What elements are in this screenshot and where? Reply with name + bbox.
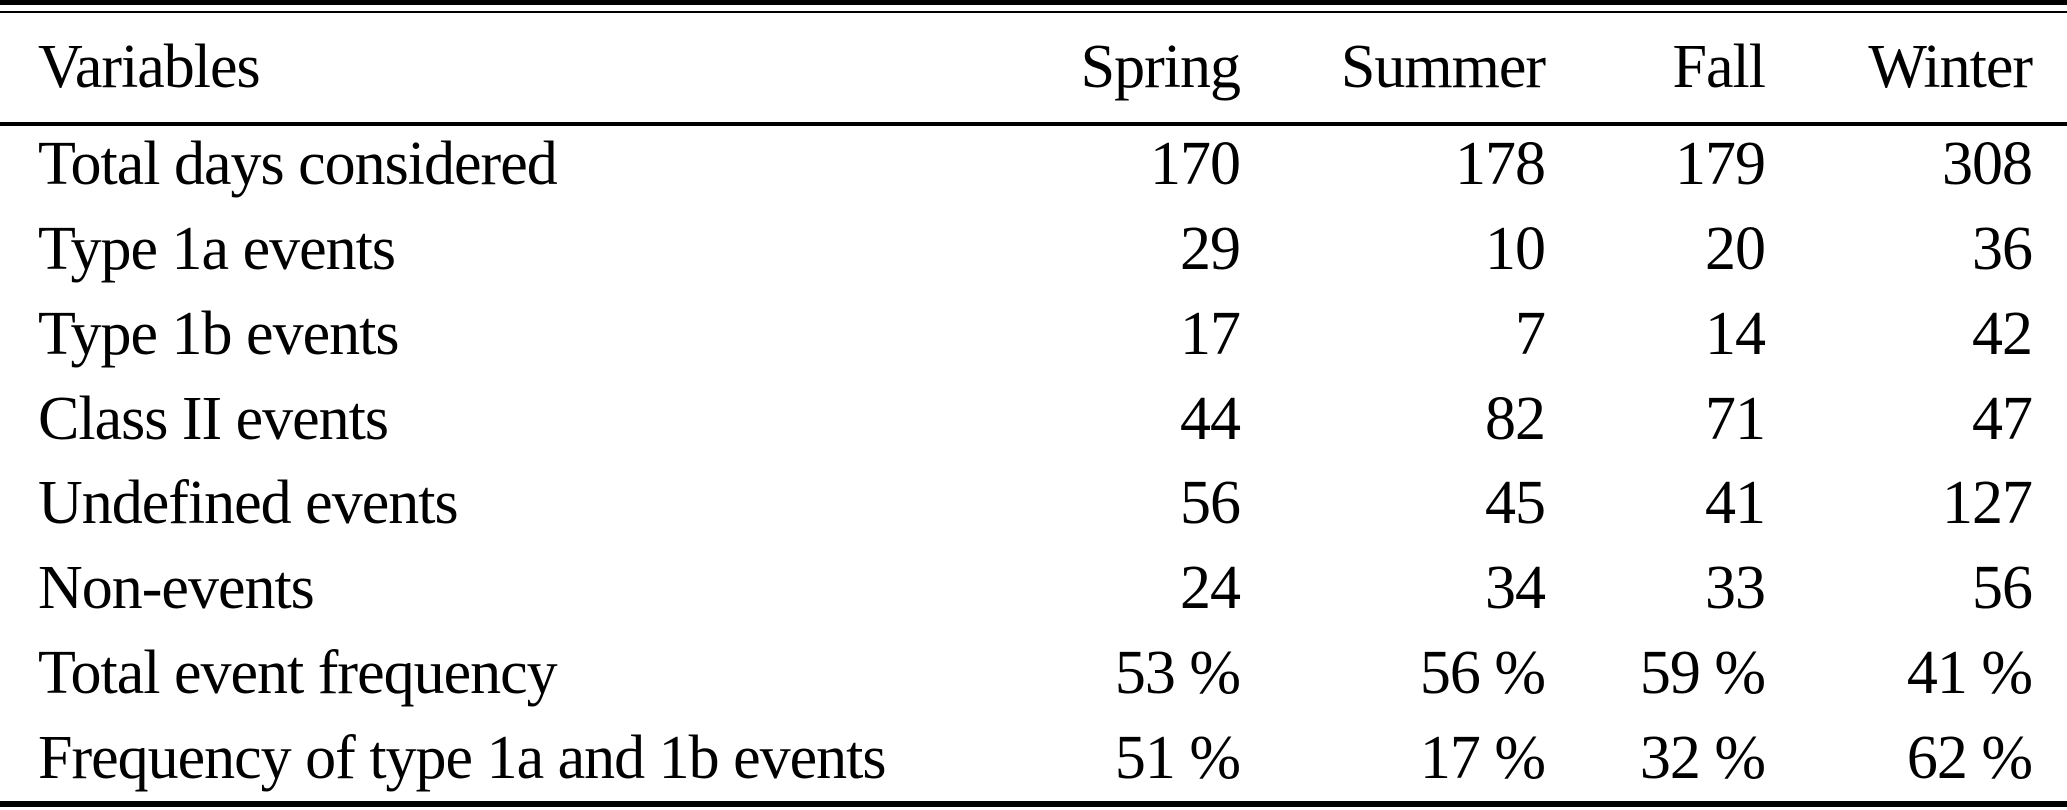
cell-value: 10 — [1485, 214, 1546, 283]
cell-value: 45 — [1485, 469, 1546, 538]
cell-value: 51 % — [1114, 724, 1241, 793]
cell-value: 34 — [1485, 554, 1546, 623]
cell-value: 127 — [1942, 469, 2033, 538]
row-label: Type 1b events — [38, 299, 399, 368]
cell-value: 170 — [1150, 129, 1241, 198]
cell-value: 33 — [1705, 554, 1766, 623]
column-header-fall: Fall — [1672, 33, 1766, 101]
table-row-type-1a: Type 1a events 29 10 20 36 — [0, 207, 2067, 292]
row-label: Type 1a events — [38, 214, 396, 283]
row-label: Non-events — [38, 554, 315, 623]
table-header-row: Variables Spring Summer Fall Winter — [0, 13, 2067, 122]
table-row-class-ii: Class II events 44 82 71 47 — [0, 377, 2067, 462]
cell-value: 178 — [1455, 129, 1546, 198]
cell-value: 42 — [1972, 299, 2033, 368]
column-header-variables: Variables — [38, 33, 261, 101]
cell-value: 56 — [1180, 469, 1241, 538]
cell-value: 41 % — [1906, 639, 2033, 708]
cell-value: 59 % — [1639, 639, 1766, 708]
table-bottom-rule — [0, 801, 2067, 807]
cell-value: 17 % — [1419, 724, 1546, 793]
cell-value: 62 % — [1906, 724, 2033, 793]
cell-value: 56 % — [1419, 639, 1546, 708]
seasonal-events-table: Variables Spring Summer Fall Winter Tota… — [0, 13, 2067, 801]
cell-value: 308 — [1942, 129, 2033, 198]
cell-value: 29 — [1180, 214, 1241, 283]
cell-value: 7 — [1515, 299, 1546, 368]
table-row-frequency-1a-1b: Frequency of type 1a and 1b events 51 % … — [0, 716, 2067, 801]
cell-value: 32 % — [1639, 724, 1766, 793]
cell-value: 44 — [1180, 384, 1241, 453]
cell-value: 14 — [1705, 299, 1766, 368]
table-row-undefined: Undefined events 56 45 41 127 — [0, 462, 2067, 547]
table-header-rule — [0, 122, 2067, 126]
cell-value: 24 — [1180, 554, 1241, 623]
row-label: Class II events — [38, 384, 389, 453]
table-row-non-events: Non-events 24 34 33 56 — [0, 546, 2067, 631]
cell-value: 36 — [1972, 214, 2033, 283]
cell-value: 71 — [1705, 384, 1766, 453]
cell-value: 41 — [1705, 469, 1766, 538]
cell-value: 82 — [1485, 384, 1546, 453]
cell-value: 179 — [1675, 129, 1766, 198]
cell-value: 20 — [1705, 214, 1766, 283]
table-row-type-1b: Type 1b events 17 7 14 42 — [0, 292, 2067, 377]
row-label: Total days considered — [38, 129, 558, 198]
row-label: Frequency of type 1a and 1b events — [38, 724, 887, 793]
row-label: Total event frequency — [38, 639, 558, 708]
cell-value: 56 — [1972, 554, 2033, 623]
column-header-spring: Spring — [1080, 33, 1241, 101]
column-header-summer: Summer — [1340, 33, 1546, 101]
column-header-winter: Winter — [1868, 33, 2033, 101]
cell-value: 53 % — [1114, 639, 1241, 708]
table-top-rule-thin — [0, 11, 2067, 13]
table-row-total-days: Total days considered 170 178 179 308 — [0, 122, 2067, 207]
table-row-total-frequency: Total event frequency 53 % 56 % 59 % 41 … — [0, 631, 2067, 716]
table-top-rule-thick — [0, 0, 2067, 5]
cell-value: 17 — [1180, 299, 1241, 368]
row-label: Undefined events — [38, 469, 459, 538]
cell-value: 47 — [1972, 384, 2033, 453]
